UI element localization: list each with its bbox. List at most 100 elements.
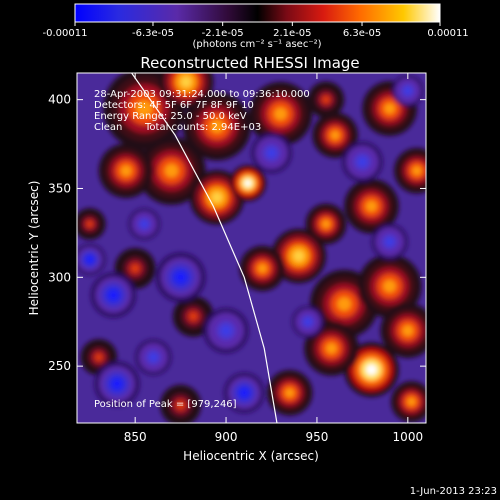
heat-blob [114, 247, 156, 289]
x-axis-label: Heliocentric X (arcsec) [183, 449, 319, 463]
heat-blob-core [358, 157, 367, 166]
x-tick-label: 850 [124, 430, 147, 444]
heat-blob-core [293, 250, 305, 262]
heat-blob [357, 254, 422, 319]
chart-title: Reconstructed RHESSI Image [140, 54, 359, 72]
y-tick-label: 250 [48, 359, 71, 373]
heat-blob [344, 178, 399, 234]
energy-range-label: Energy Range: 25.0 - 50.0 keV [94, 111, 247, 122]
time-range-label: 28-Apr-2003 09:31:24.000 to 09:36:10.000 [94, 89, 310, 100]
heat-blob [98, 143, 154, 198]
heat-blob-core [366, 364, 377, 376]
y-tick-label: 300 [48, 270, 71, 284]
heat-blob [229, 164, 267, 202]
heat-blob-core [412, 166, 422, 176]
colorbar-tick-label: -6.3e-05 [132, 28, 174, 39]
peak-position-label: Position of Peak = [979,246] [94, 399, 237, 410]
heat-blob-core [112, 379, 122, 389]
heat-blob-core [386, 238, 394, 246]
heat-blob-core [383, 279, 397, 293]
heat-blob-core [164, 163, 179, 178]
heat-blob-core [274, 107, 287, 121]
heat-blob-core [176, 401, 185, 410]
heat-blob [271, 228, 327, 284]
plot-frame [76, 72, 427, 424]
heat-blob [248, 82, 313, 146]
colorbar-unit-label: (photons cm⁻² s⁻¹ asec⁻²) [192, 39, 321, 50]
heat-blob [203, 307, 249, 354]
heat-blob [128, 208, 161, 240]
heat-blob [312, 112, 358, 158]
heat-blob [344, 342, 399, 397]
heat-blob-core [211, 191, 223, 203]
heat-blob-core [407, 397, 416, 406]
x-tick-label: 950 [305, 430, 328, 444]
detectors-label: Detectors: 4F 5F 6F 7F 8F 9F 10 [94, 100, 254, 111]
observation-info: 28-Apr-2003 09:31:24.000 to 09:36:10.000… [94, 89, 310, 410]
heat-blob-core [95, 353, 103, 361]
heat-blob [239, 245, 286, 292]
colorbar-gradient [74, 3, 441, 23]
heat-blob [135, 339, 172, 376]
heat-blob [137, 136, 206, 205]
heat-blob-core [304, 318, 312, 325]
heat-blob [155, 252, 206, 303]
y-tick-label: 350 [48, 181, 71, 195]
heat-blob [251, 132, 292, 174]
heat-blob-core [321, 219, 331, 229]
heat-blob-core [175, 272, 186, 283]
heat-blob [90, 272, 137, 318]
heat-blob [305, 203, 347, 245]
colorbar-tick-label: -2.1e-05 [202, 28, 244, 39]
heat-blob [77, 208, 106, 240]
heat-blob-core [120, 165, 132, 177]
heat-blob-core [404, 87, 412, 94]
heat-blob [391, 74, 424, 107]
heat-blob-core [285, 388, 295, 398]
heat-blob [391, 381, 426, 423]
colorbar-ticks: -0.00011 -6.3e-05 -2.1e-05 2.1e-05 6.3e-05 0.… [43, 22, 469, 39]
heat-blob [77, 243, 106, 276]
x-tick-label: 1000 [393, 430, 424, 444]
colorbar-tick-label: 6.3e-05 [343, 28, 381, 39]
y-axis-label: Heliocentric Y (arcsec) [27, 181, 41, 316]
solar-limb-line [130, 73, 278, 423]
heat-blob [291, 305, 324, 338]
y-tick-label: 400 [48, 93, 71, 107]
heat-blob-core [210, 119, 224, 134]
heat-blob [394, 148, 426, 194]
heat-blob-core [240, 388, 249, 397]
heat-blob-core [244, 179, 252, 187]
colorbar-tick-label: 2.1e-05 [273, 28, 311, 39]
heat-blob [182, 92, 252, 161]
heat-blob-core [330, 130, 340, 140]
heat-blob-core [86, 256, 93, 263]
heat-blob [160, 384, 202, 423]
heat-blob [341, 141, 383, 183]
y-axis-ticks: 250 300 350 400 [48, 93, 426, 373]
footer-date: 1-Jun-2013 23:23 [410, 486, 497, 497]
clean-label: Clean [94, 122, 122, 133]
total-counts-label: Total counts: 2.94E+03 [144, 122, 261, 133]
heat-blob-core [189, 312, 198, 321]
heat-blob [304, 321, 359, 376]
heat-blob [266, 370, 313, 416]
heat-blob-core [267, 148, 276, 158]
heat-blob-core [108, 290, 118, 300]
heat-blob-core [402, 325, 414, 337]
colorbar-tick-label: 0.00011 [427, 28, 468, 39]
heat-blob-core [337, 297, 352, 311]
heat-blob [223, 372, 265, 414]
heat-blob [371, 223, 408, 260]
heat-blob-core [86, 220, 93, 228]
heat-blob-core [322, 96, 330, 104]
x-tick-label: 900 [215, 430, 238, 444]
heat-blob [307, 81, 345, 118]
colorbar: -0.00011 -6.3e-05 -2.1e-05 2.1e-05 6.3e-05 0.… [43, 3, 469, 50]
heat-blob [380, 303, 426, 358]
heat-blob-core [326, 342, 337, 354]
heat-blob-core [149, 353, 157, 361]
plot-area [77, 73, 426, 423]
heat-blob-core [366, 200, 377, 212]
